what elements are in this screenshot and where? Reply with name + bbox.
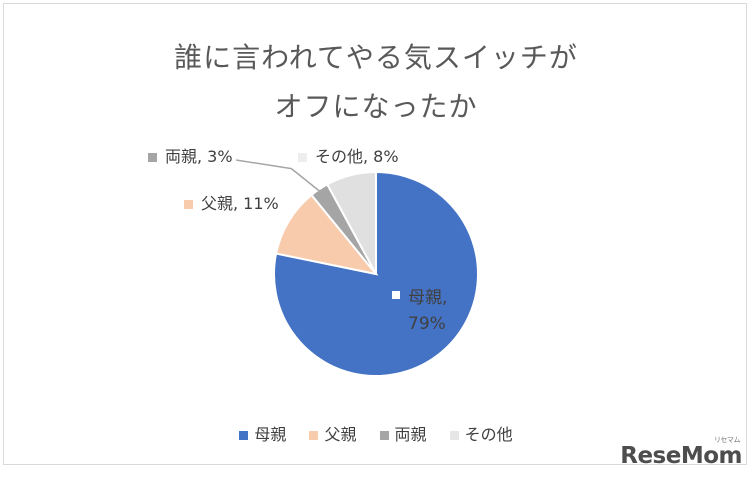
legend-item-other: その他 (449, 421, 513, 445)
data-label-mother-value: 79% (408, 314, 446, 334)
legend-label-mother: 母親 (254, 425, 287, 444)
data-label-swatch-other (298, 153, 307, 162)
data-label-other-text: その他, 8% (315, 147, 399, 166)
data-label-other: その他, 8% (298, 143, 399, 167)
data-label-father-text: 父親, 11% (201, 194, 279, 213)
data-label-mother-name: 母親, (408, 288, 448, 308)
leader-line-parents (235, 159, 322, 194)
legend-label-parents: 両親 (394, 425, 427, 444)
legend-swatch-other (449, 431, 459, 440)
data-label-parents: 両親, 3% (148, 143, 233, 167)
logo-text: ReseMom (620, 443, 742, 469)
data-label-swatch-father (184, 200, 193, 209)
chart-title-line1: 誰に言われてやる気スイッチが (174, 41, 578, 74)
logo-subtext: リセマム (714, 436, 741, 444)
pie-slice-father (274, 193, 379, 276)
data-label-father: 父親, 11% (184, 190, 279, 214)
legend-item-father: 父親 (309, 421, 356, 445)
legend-item-parents: 両親 (379, 421, 427, 445)
data-label-parents-text: 両親, 3% (165, 147, 233, 166)
chart-title-line2: オフになったか (274, 90, 478, 123)
legend-item-mother: 母親 (239, 421, 286, 445)
legend-label-father: 父親 (324, 425, 357, 444)
data-label-mother: 母親, 79% (390, 285, 448, 337)
legend: 母親 父親 両親 その他 (0, 421, 752, 445)
legend-swatch-parents (379, 431, 389, 440)
data-label-mother-marker (390, 289, 402, 301)
pie-slice-other (325, 170, 377, 275)
resemom-logo: リセマム ReseMom (620, 436, 742, 469)
legend-label-other: その他 (464, 425, 513, 444)
legend-swatch-father (309, 431, 319, 440)
legend-swatch-mother (239, 431, 249, 440)
data-label-swatch-parents (148, 153, 157, 162)
